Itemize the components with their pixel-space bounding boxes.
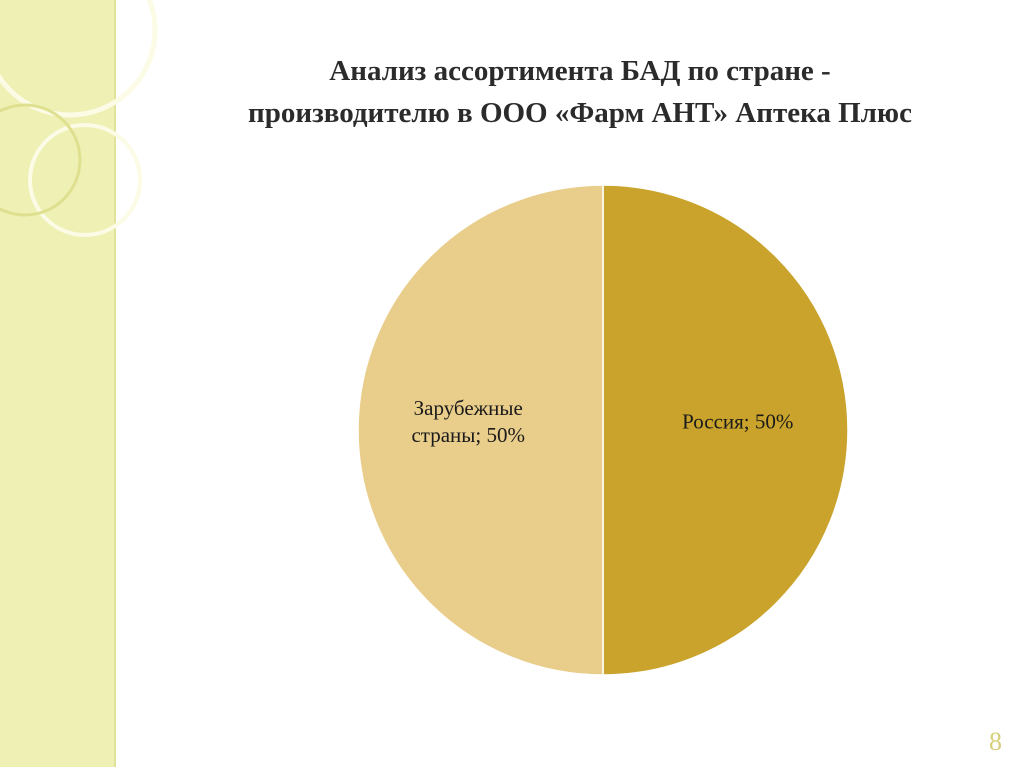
decor-circle (0, 0, 158, 118)
title-line: производителю в ООО «Фарм АНТ» Аптека Пл… (248, 97, 912, 129)
decor-circle (0, 103, 82, 217)
data-label: Россия; 50% (682, 409, 794, 434)
page-number: 8 (989, 727, 1002, 756)
title-line: Анализ ассортимента БАД по стране - (329, 55, 831, 87)
pie-slice (602, 184, 849, 676)
pie-slice (357, 184, 604, 676)
data-label: Зарубежные страны; 50% (411, 396, 525, 447)
decor-circle (28, 123, 142, 237)
